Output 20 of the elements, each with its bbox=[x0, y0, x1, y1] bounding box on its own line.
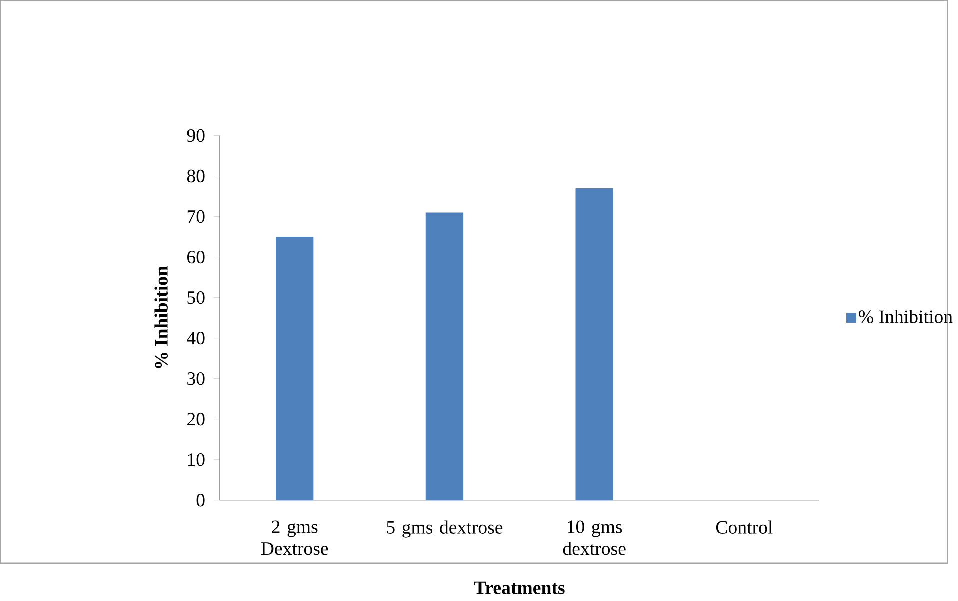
x-tick-label: 5 gms dextrose bbox=[387, 520, 503, 538]
x-tick-label: Control bbox=[716, 520, 773, 534]
y-tick-label: 50 bbox=[188, 292, 205, 304]
x-tick-label: 10 gms dextrose bbox=[563, 520, 626, 556]
y-tick-label: 20 bbox=[188, 413, 205, 426]
x-axis-title: Treatments bbox=[474, 582, 565, 595]
y-tick-label: 40 bbox=[187, 332, 205, 345]
bar bbox=[576, 188, 614, 501]
y-tick-label: 0 bbox=[196, 494, 205, 507]
y-tick-label: 30 bbox=[188, 372, 205, 386]
y-tick-label: 90 bbox=[187, 130, 205, 142]
bar bbox=[276, 237, 314, 501]
y-axis-title: % Inhibition bbox=[154, 266, 168, 368]
y-tick-label: 80 bbox=[187, 170, 205, 183]
y-tick-label: 60 bbox=[187, 251, 205, 264]
legend-label: % Inhibition bbox=[859, 310, 953, 324]
y-tick-label: 70 bbox=[188, 210, 205, 224]
bar bbox=[426, 212, 464, 501]
y-tick-label: 10 bbox=[188, 454, 205, 466]
x-tick-label: 2 gms Dextrose bbox=[261, 520, 328, 556]
